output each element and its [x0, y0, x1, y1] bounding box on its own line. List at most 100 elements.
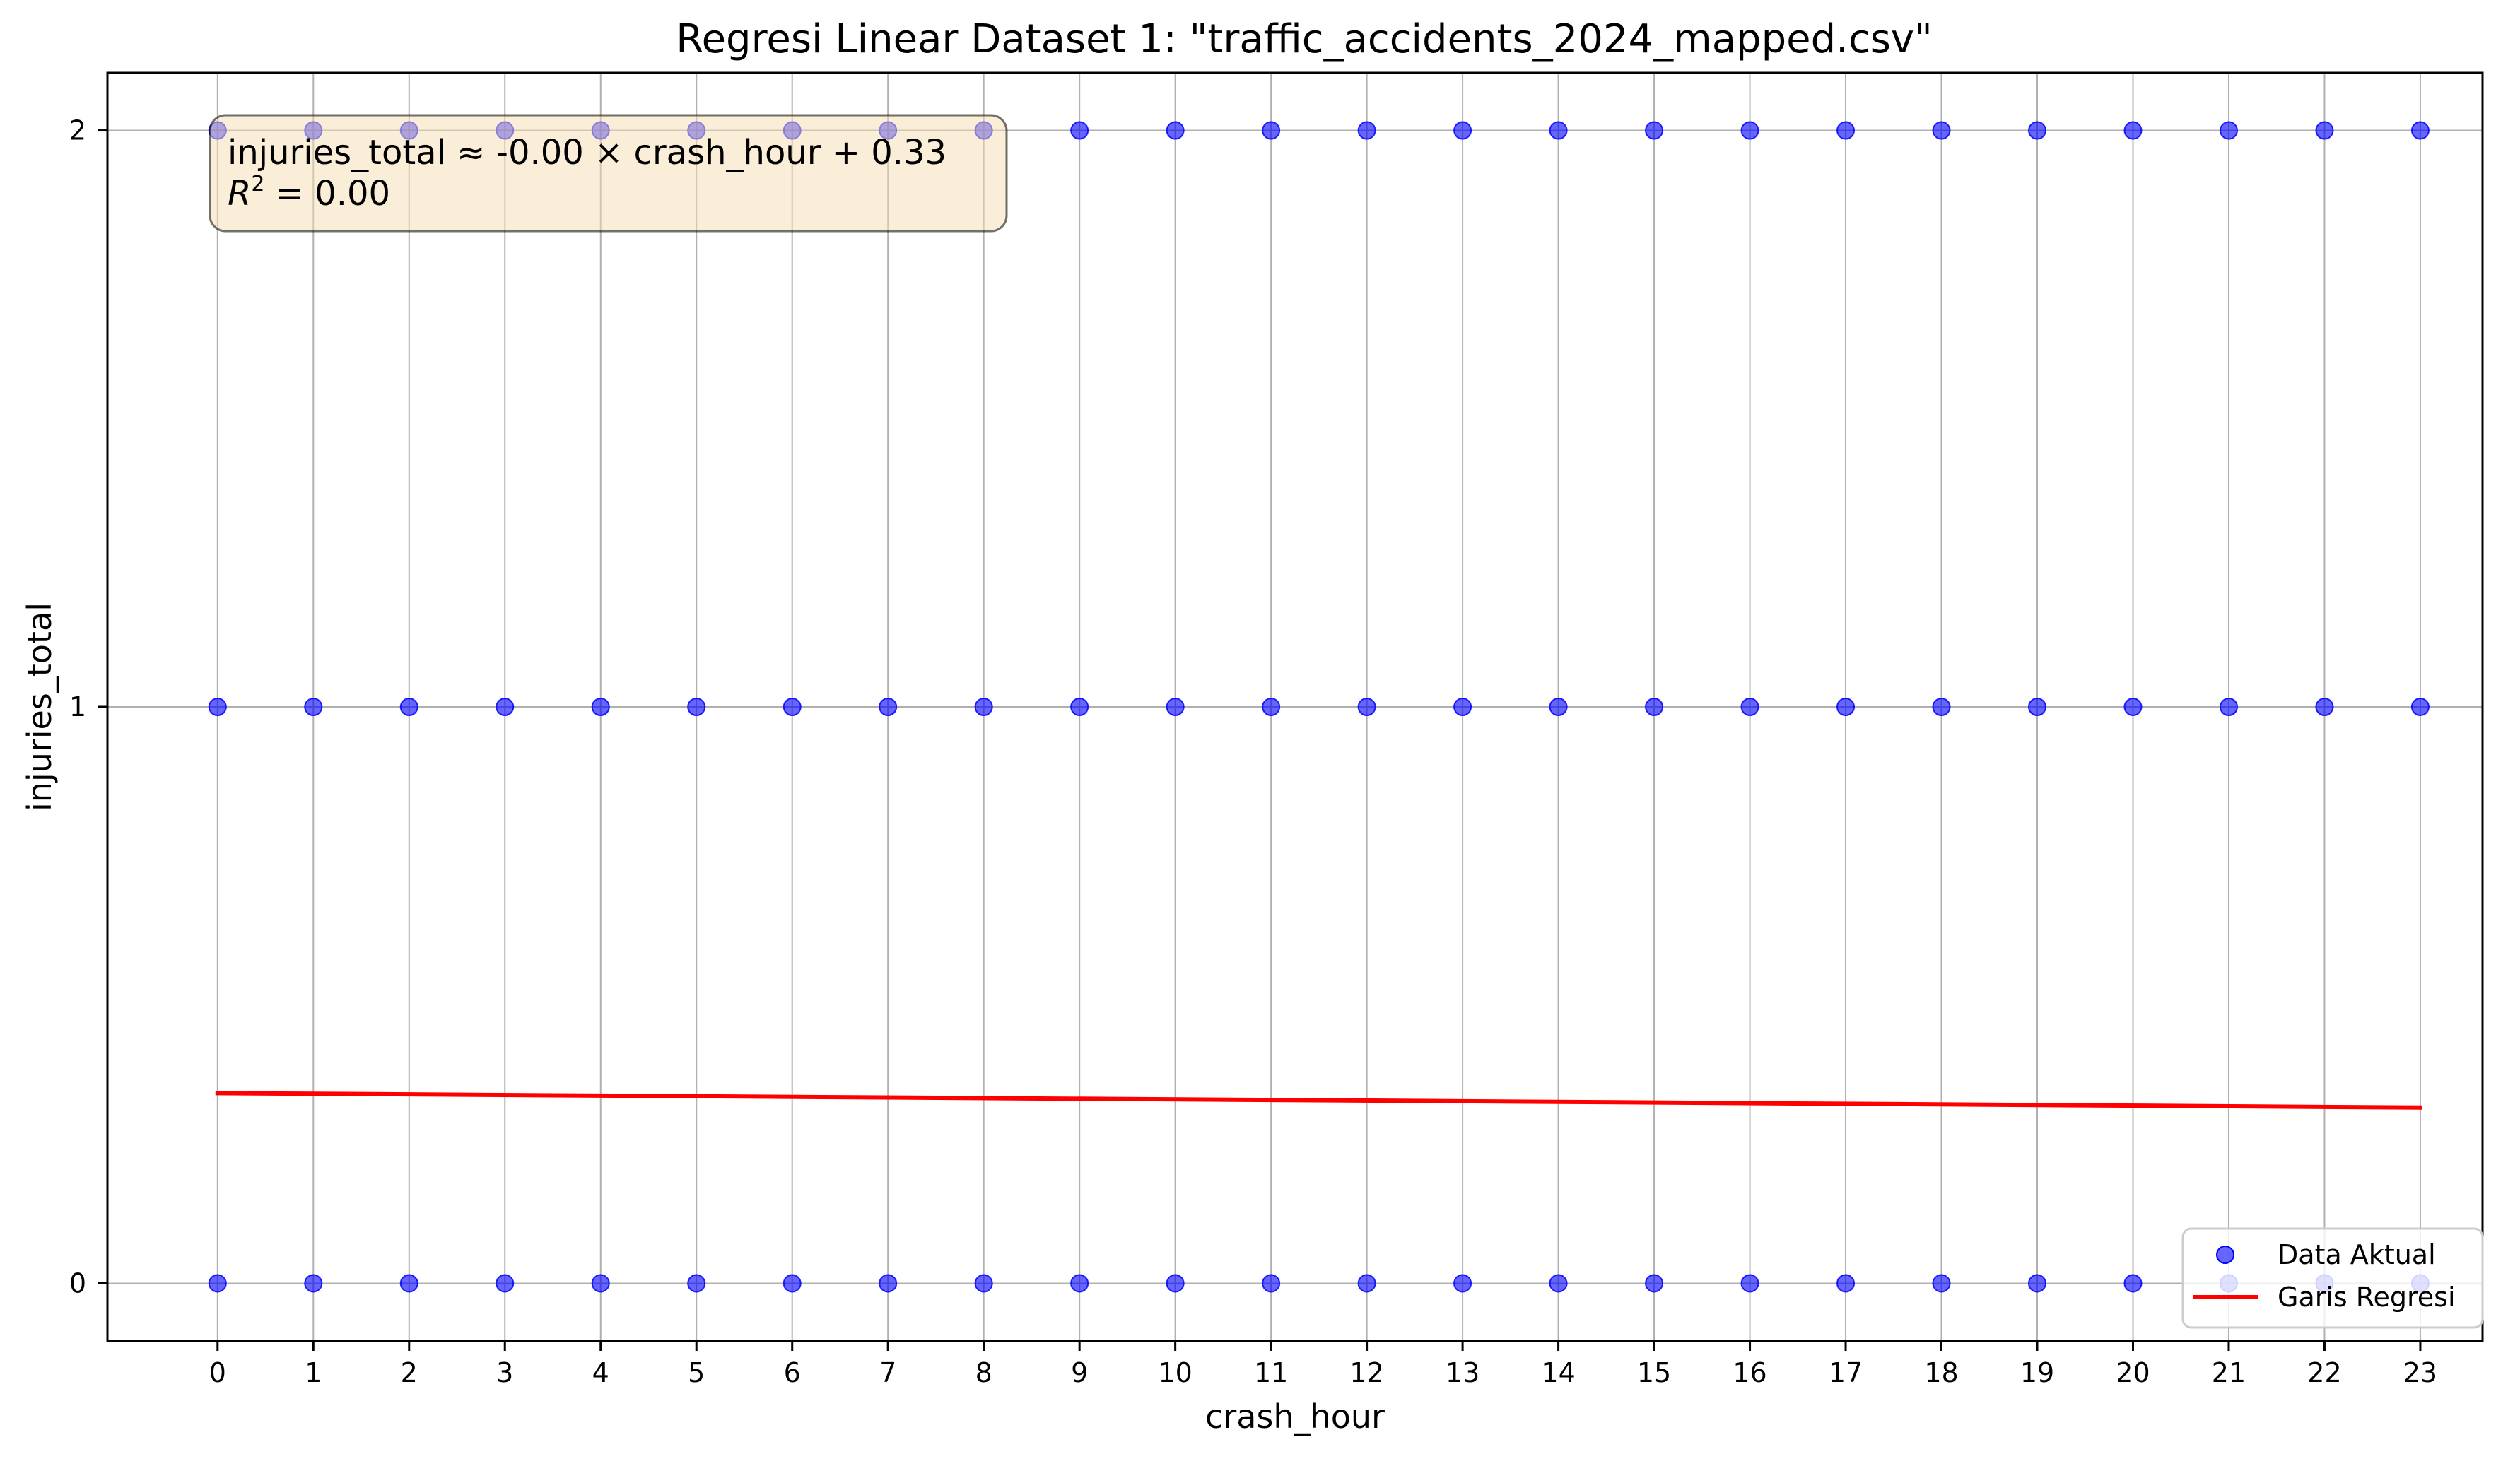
data-point — [687, 698, 706, 716]
legend-marker-data-aktual — [2216, 1246, 2234, 1264]
data-point — [1740, 121, 1759, 140]
data-point — [1549, 698, 1568, 716]
data-point — [399, 1274, 418, 1293]
x-tick-label: 13 — [1446, 1357, 1479, 1388]
regression-layer — [215, 1091, 2422, 1110]
data-point — [1357, 698, 1376, 716]
legend: Data Aktual Garis Regresi — [2181, 1227, 2484, 1329]
x-tick-label: 22 — [2307, 1357, 2341, 1388]
data-point — [1645, 698, 1664, 716]
r-squared-symbol: R — [228, 174, 251, 213]
x-tick-label: 11 — [1254, 1357, 1288, 1388]
legend-label-data-aktual: Data Aktual — [2278, 1239, 2436, 1270]
data-point — [2219, 698, 2238, 716]
data-point — [879, 1274, 898, 1293]
data-point — [1836, 1274, 1856, 1293]
data-point — [208, 1274, 227, 1293]
data-point — [783, 1274, 802, 1293]
data-point — [399, 698, 418, 716]
data-point — [208, 698, 227, 716]
data-point — [1262, 698, 1281, 716]
data-point — [591, 1274, 610, 1293]
legend-box — [2181, 1227, 2484, 1329]
x-tick-label: 16 — [1733, 1357, 1766, 1388]
data-point — [2410, 121, 2430, 140]
x-tick-label: 3 — [496, 1357, 513, 1388]
data-point — [974, 698, 993, 716]
x-tick-label: 15 — [1637, 1357, 1671, 1388]
x-tick-label: 10 — [1158, 1357, 1192, 1388]
y-tick-label: 0 — [69, 1267, 86, 1299]
data-point — [1262, 121, 1281, 140]
x-tick-label: 19 — [2020, 1357, 2054, 1388]
data-point — [591, 698, 610, 716]
x-tick-label: 8 — [975, 1357, 992, 1388]
r-squared-value: = 0.00 — [264, 174, 390, 213]
chart-title: Regresi Linear Dataset 1: "traffic_accid… — [676, 16, 1933, 62]
data-point — [2028, 121, 2046, 140]
x-tick-label: 18 — [1924, 1357, 1958, 1388]
data-point — [1932, 1274, 1951, 1293]
data-point — [304, 698, 323, 716]
data-point — [783, 698, 802, 716]
annotation-box — [209, 114, 1008, 233]
data-point — [1549, 121, 1568, 140]
x-tick-label: 6 — [784, 1357, 801, 1388]
regression-equation-box: injuries_total ≈ -0.00 × crash_hour + 0.… — [209, 114, 1008, 233]
data-point — [1836, 121, 1856, 140]
data-point — [1357, 121, 1376, 140]
data-point — [1453, 698, 1472, 716]
x-tick-label: 7 — [879, 1357, 896, 1388]
data-point — [1166, 121, 1185, 140]
regression-line — [215, 1091, 2422, 1110]
x-axis-label: crash_hour — [1205, 1398, 1385, 1436]
data-point — [496, 698, 515, 716]
data-point — [1166, 698, 1185, 716]
data-point — [1070, 121, 1089, 140]
data-point — [1357, 1274, 1376, 1293]
data-point — [2123, 1274, 2143, 1293]
data-point — [2123, 698, 2143, 716]
r-squared-text: R2 = 0.00 — [228, 172, 390, 213]
data-point — [687, 1274, 706, 1293]
data-point — [1740, 698, 1759, 716]
x-tick-label: 2 — [401, 1357, 418, 1388]
x-tick-label: 4 — [592, 1357, 609, 1388]
x-tick-label: 21 — [2212, 1357, 2246, 1388]
x-tick-label: 23 — [2403, 1357, 2437, 1388]
data-point — [1645, 121, 1664, 140]
data-point — [496, 1274, 515, 1293]
data-point — [879, 698, 898, 716]
x-axis-ticks: 0 1 2 3 4 5 6 7 8 9 10 11 12 13 14 15 16 17 18 19 20 21 22 23 — [209, 1341, 2437, 1388]
data-point — [2315, 698, 2334, 716]
data-point — [1166, 1274, 1185, 1293]
data-point — [1932, 121, 1951, 140]
data-point — [1740, 1274, 1759, 1293]
y-tick-label: 2 — [69, 115, 86, 146]
x-tick-label: 20 — [2116, 1357, 2150, 1388]
legend-label-garis-regresi: Garis Regresi — [2278, 1282, 2456, 1313]
x-tick-label: 17 — [1829, 1357, 1863, 1388]
y-axis-label: injuries_total — [20, 602, 59, 811]
data-point — [2410, 698, 2430, 716]
data-point — [1070, 1274, 1089, 1293]
data-point — [2219, 121, 2238, 140]
x-tick-label: 9 — [1071, 1357, 1088, 1388]
x-tick-label: 1 — [305, 1357, 322, 1388]
x-tick-label: 14 — [1541, 1357, 1575, 1388]
data-point — [304, 1274, 323, 1293]
data-point — [2028, 1274, 2046, 1293]
x-tick-label: 12 — [1349, 1357, 1383, 1388]
data-point — [1836, 698, 1856, 716]
data-point — [1932, 698, 1951, 716]
y-axis-ticks: 0 1 2 — [69, 115, 107, 1299]
x-tick-label: 5 — [688, 1357, 705, 1388]
data-point — [2028, 698, 2046, 716]
data-point — [2123, 121, 2143, 140]
regression-equation: injuries_total ≈ -0.00 × crash_hour + 0.… — [228, 133, 947, 172]
r-squared-exponent: 2 — [251, 172, 264, 197]
data-point — [1453, 1274, 1472, 1293]
data-point — [2315, 121, 2334, 140]
data-point — [1070, 698, 1089, 716]
